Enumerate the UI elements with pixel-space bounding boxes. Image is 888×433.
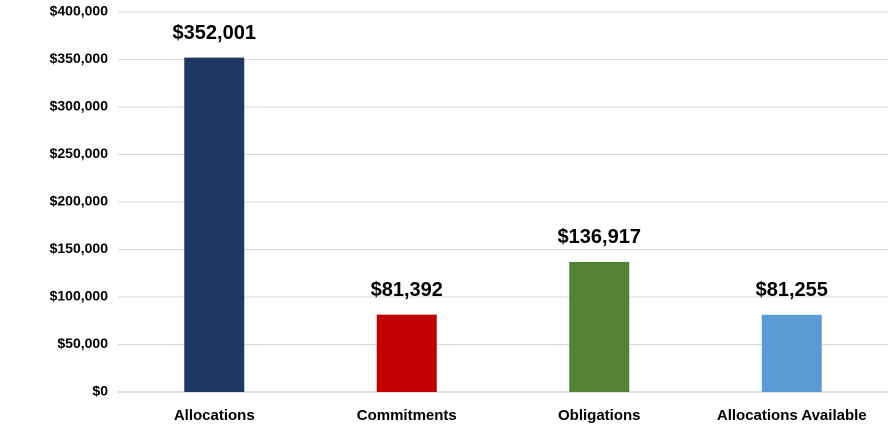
y-tick-label: $400,000 — [50, 3, 109, 19]
value-label: $81,255 — [756, 279, 828, 301]
bar — [569, 261, 630, 392]
y-tick-label: $300,000 — [50, 98, 109, 114]
y-tick-label: $50,000 — [57, 335, 108, 351]
x-tick-label: Commitments — [357, 407, 457, 424]
bar — [184, 57, 245, 392]
y-tick-label: $200,000 — [50, 193, 109, 209]
y-tick-label: $0 — [92, 383, 108, 399]
y-tick-label: $350,000 — [50, 50, 109, 66]
y-tick-label: $100,000 — [50, 288, 109, 304]
x-tick-label: Allocations — [174, 407, 255, 424]
value-label: $352,001 — [173, 22, 256, 44]
y-tick-label: $250,000 — [50, 145, 109, 161]
value-label: $81,392 — [371, 279, 443, 301]
x-tick-label: Obligations — [558, 407, 641, 424]
y-tick-label: $150,000 — [50, 240, 109, 256]
bar — [761, 314, 822, 392]
x-tick-label: Allocations Available — [717, 407, 867, 424]
bar — [376, 314, 437, 392]
value-label: $136,917 — [558, 226, 641, 248]
